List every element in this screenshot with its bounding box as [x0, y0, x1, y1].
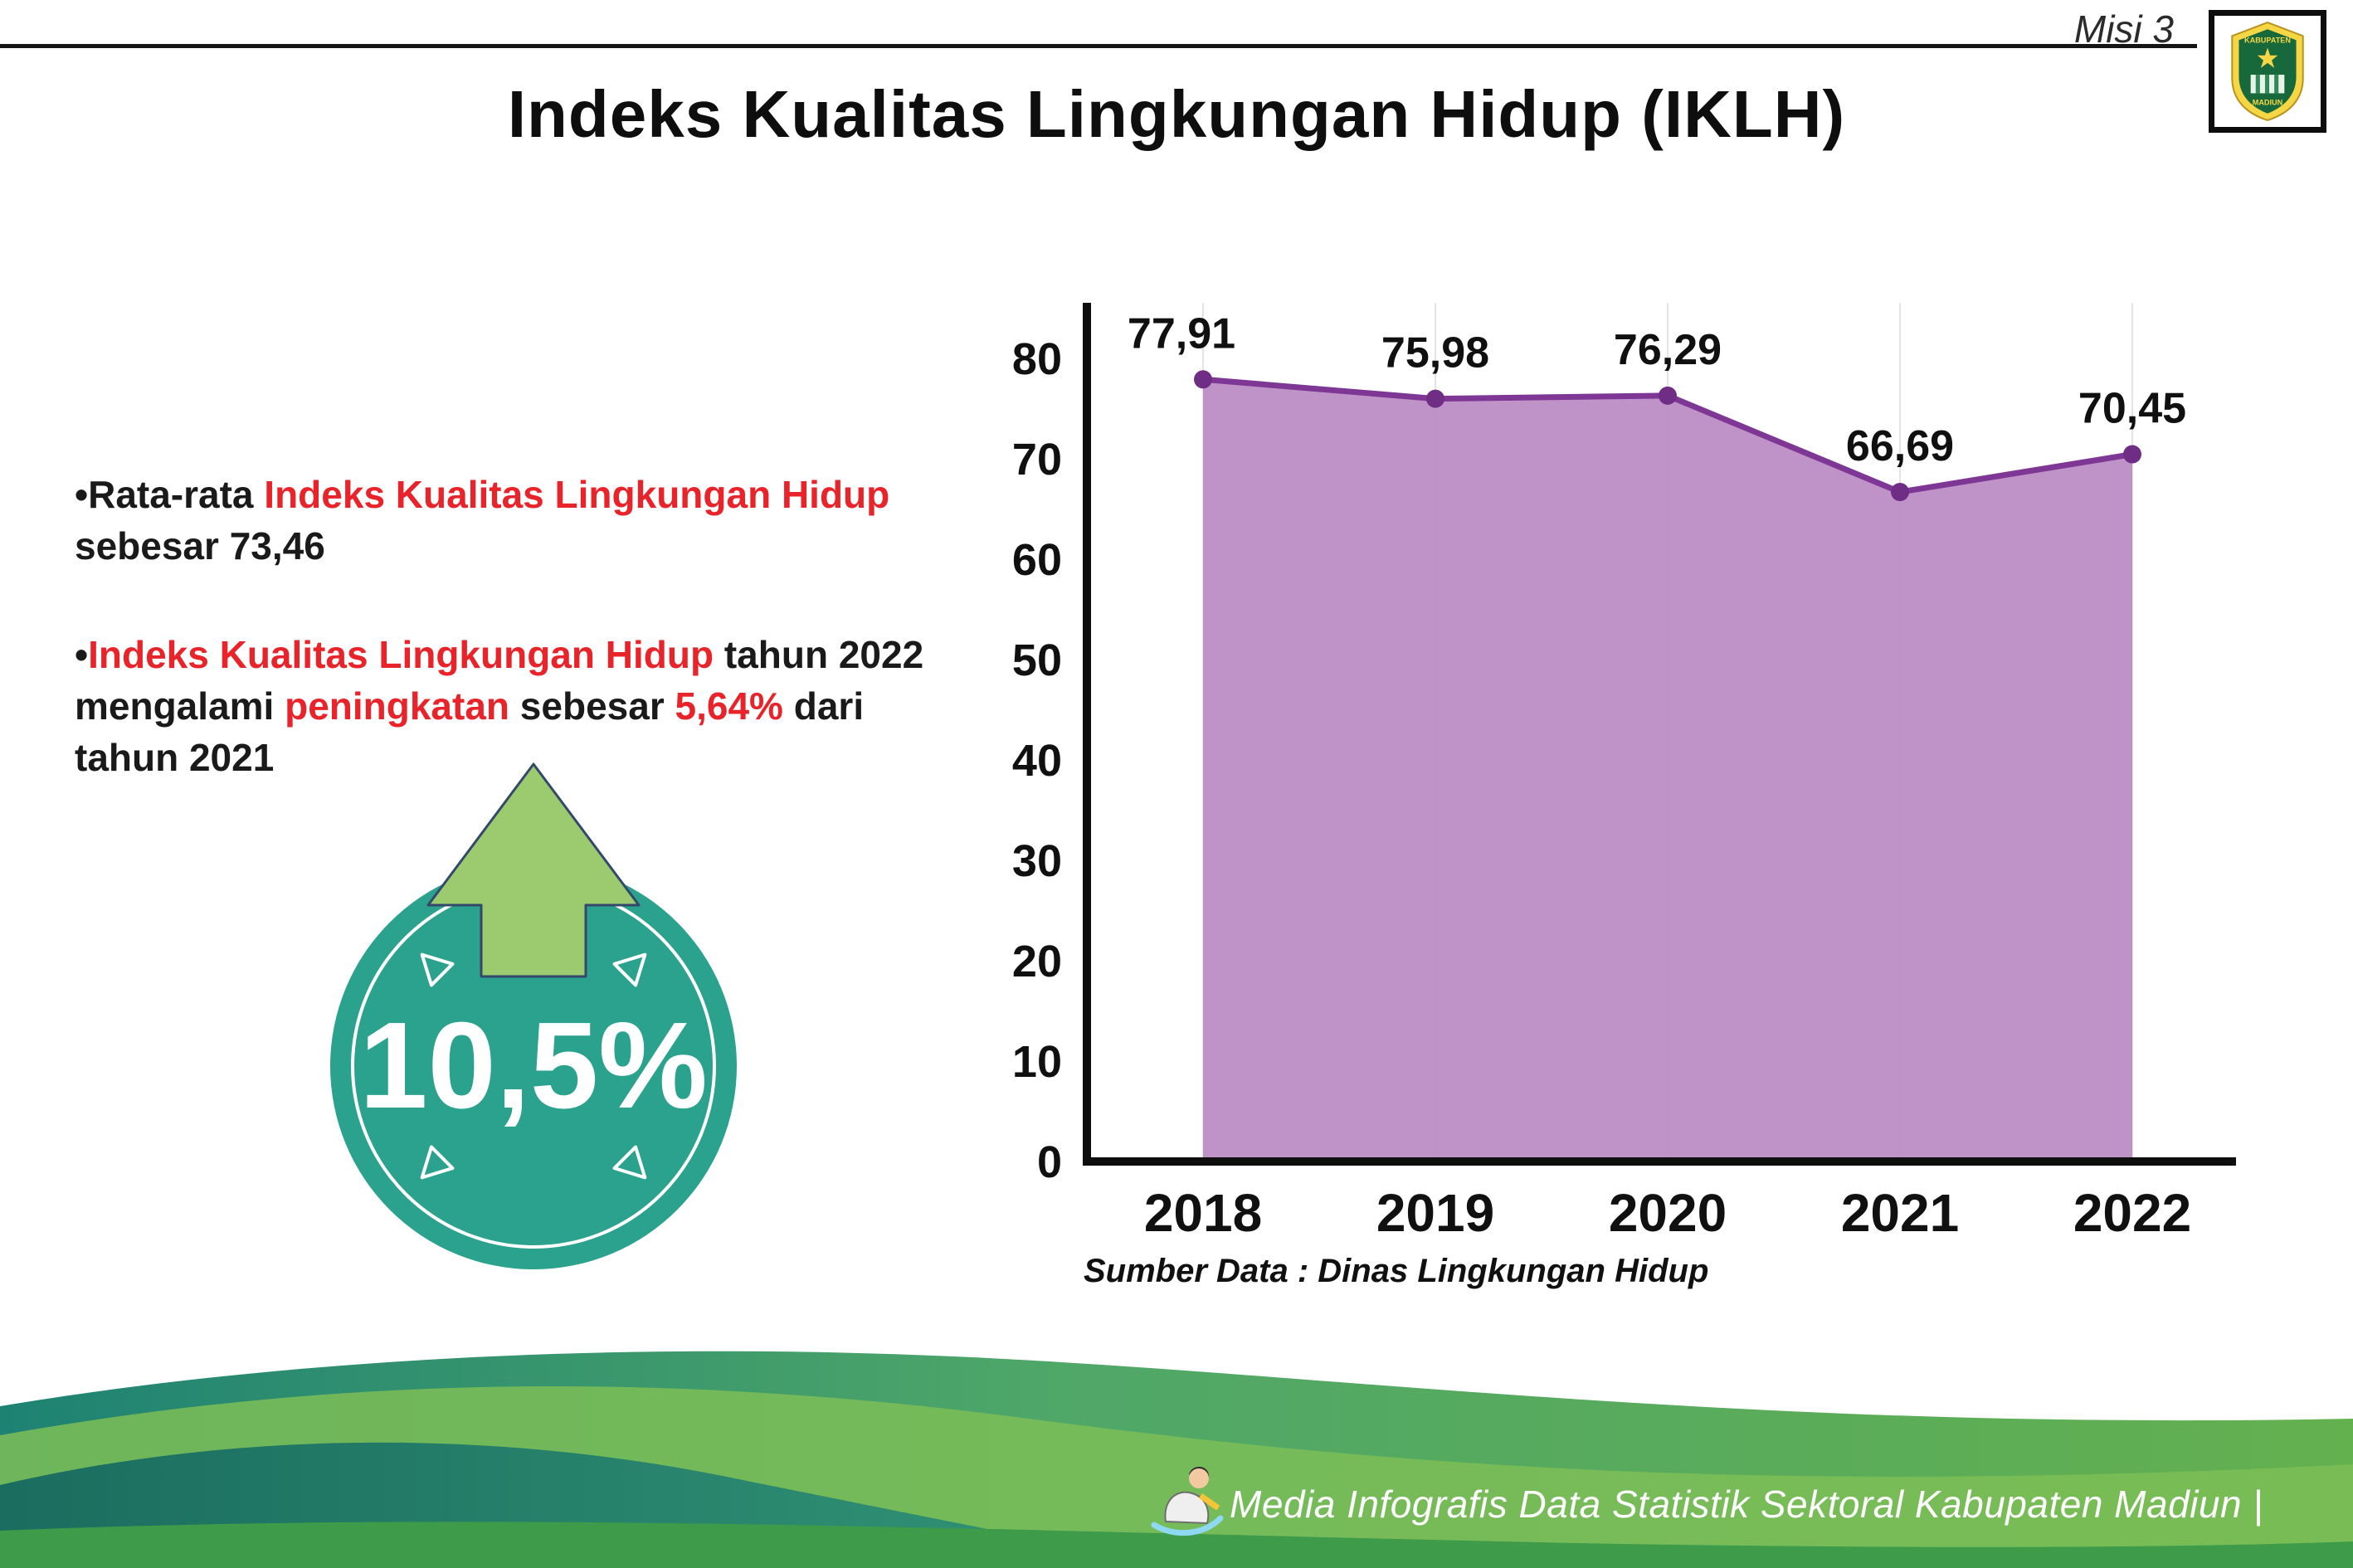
footer-credit: Media Infografis Data Statistik Sektoral…: [1230, 1483, 2263, 1526]
kabupaten-madiun-logo: KABUPATEN MADIUN: [2209, 10, 2326, 133]
data-point: [1194, 370, 1212, 389]
increase-badge: 10,5%: [330, 762, 737, 1269]
wave-bottom: [0, 1522, 2353, 1568]
tick-triangle: [420, 1145, 455, 1180]
x-tick-label: 2019: [1376, 1183, 1494, 1243]
text-run: dari tahun 2021: [75, 684, 865, 779]
y-tick-label: 80: [1012, 334, 1062, 384]
star-icon: [2257, 47, 2278, 68]
text-run: tahun 2022 mengalami: [75, 633, 924, 728]
data-label: 77,91: [1128, 309, 1235, 358]
y-tick-label: 30: [1012, 836, 1062, 886]
mascot-icon: [1151, 1466, 1224, 1536]
tick-triangle: [612, 1145, 647, 1180]
badge-value: 10,5%: [359, 997, 708, 1134]
logo-top-text: KABUPATEN: [2244, 36, 2291, 44]
area-fill: [1203, 379, 2132, 1161]
text-run: sebesar: [509, 684, 675, 728]
text-run: •Rata-rata: [75, 473, 265, 516]
data-label: 66,69: [1846, 422, 1954, 470]
footer-wave: [0, 1351, 2353, 1568]
data-point: [1891, 483, 1909, 502]
crest-icon: KABUPATEN MADIUN: [2231, 21, 2304, 122]
x-tick-label: 2021: [1841, 1183, 1959, 1243]
data-label: 70,45: [2078, 385, 2186, 433]
data-point: [1426, 389, 1444, 408]
y-tick-label: 10: [1012, 1037, 1062, 1087]
y-tick-label: 50: [1012, 635, 1062, 685]
text-run: sebesar 73,46: [75, 523, 325, 567]
data-label: 75,98: [1381, 329, 1489, 377]
highlight-text: Indeks Kualitas Lingkungan Hidup: [264, 473, 890, 516]
y-tick-label: 0: [1037, 1137, 1062, 1187]
tick-triangle: [612, 952, 647, 987]
badge-circle: [330, 863, 737, 1269]
source-note: Sumber Data : Dinas Lingkungan Hidup: [1084, 1253, 1709, 1289]
highlight-text: peningkatan: [285, 684, 510, 728]
misi-label: Misi 3: [2073, 7, 2174, 51]
bullet-average-iklh: •Rata-rata Indeks Kualitas Lingkungan Hi…: [75, 470, 954, 572]
axes: [1083, 303, 2236, 1166]
iklh-area-chart: 77,91 75,98 76,29 66,69 70,45 0 10 20 30 40 50 60 70…: [1012, 303, 2236, 1243]
data-point: [1659, 386, 1677, 405]
logo-bottom-text: MADIUN: [2253, 99, 2283, 107]
up-arrow-icon: [426, 762, 641, 978]
highlight-text: 5,64%: [675, 684, 783, 728]
y-tick-label: 40: [1012, 736, 1062, 786]
text-run: •: [75, 633, 89, 677]
y-tick-label: 20: [1012, 937, 1062, 986]
data-point: [2123, 445, 2141, 464]
highlight-text: Indeks Kualitas Lingkungan Hidup: [88, 633, 714, 677]
x-tick-label: 2022: [2073, 1183, 2191, 1243]
bullet-list: •Rata-rata Indeks Kualitas Lingkungan Hi…: [75, 470, 954, 841]
bullet-increase-2022: •Indeks Kualitas Lingkungan Hidup tahun …: [75, 630, 954, 783]
data-label: 76,29: [1614, 326, 1722, 374]
tick-triangle: [420, 952, 455, 987]
x-tick-label: 2018: [1144, 1183, 1262, 1243]
x-tick-label: 2020: [1609, 1183, 1727, 1243]
y-tick-label: 70: [1012, 435, 1062, 485]
y-tick-label: 60: [1012, 535, 1062, 585]
header-divider: [0, 44, 2197, 48]
page-title: Indeks Kualitas Lingkungan Hidup (IKLH): [507, 77, 1846, 151]
